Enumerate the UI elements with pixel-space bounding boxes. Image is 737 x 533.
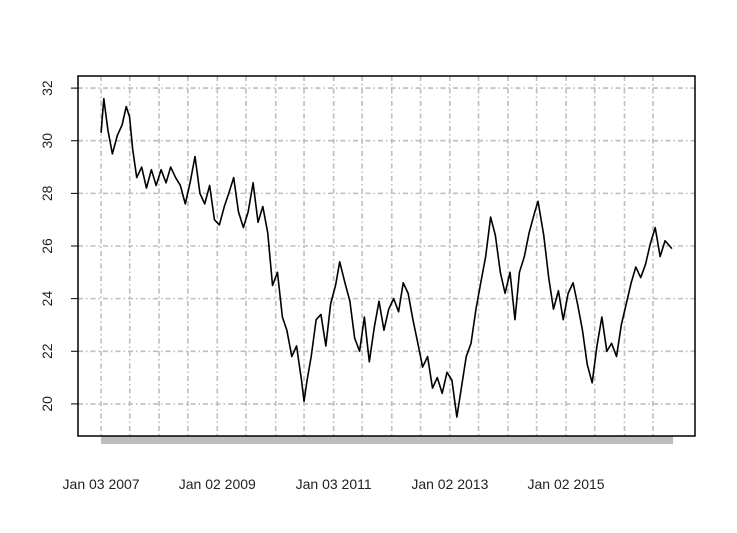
y-tick-label: 26 <box>39 238 55 254</box>
y-tick-label: 20 <box>39 396 55 412</box>
y-tick-label: 22 <box>39 343 55 359</box>
plot-frame <box>77 75 696 437</box>
x-tick-label: Jan 02 2013 <box>411 476 488 492</box>
y-tick-label: 28 <box>39 185 55 201</box>
price-line <box>100 97 673 418</box>
x-tick-label: Jan 02 2015 <box>528 476 605 492</box>
y-tick-label: 24 <box>39 291 55 307</box>
y-tick-label: 32 <box>39 80 55 96</box>
x-tick-label: Jan 02 2009 <box>179 476 256 492</box>
period-bar <box>101 436 673 444</box>
x-tick-label: Jan 03 2011 <box>296 476 372 492</box>
y-tick-label: 30 <box>39 133 55 149</box>
x-tick-label: Jan 03 2007 <box>63 476 140 492</box>
